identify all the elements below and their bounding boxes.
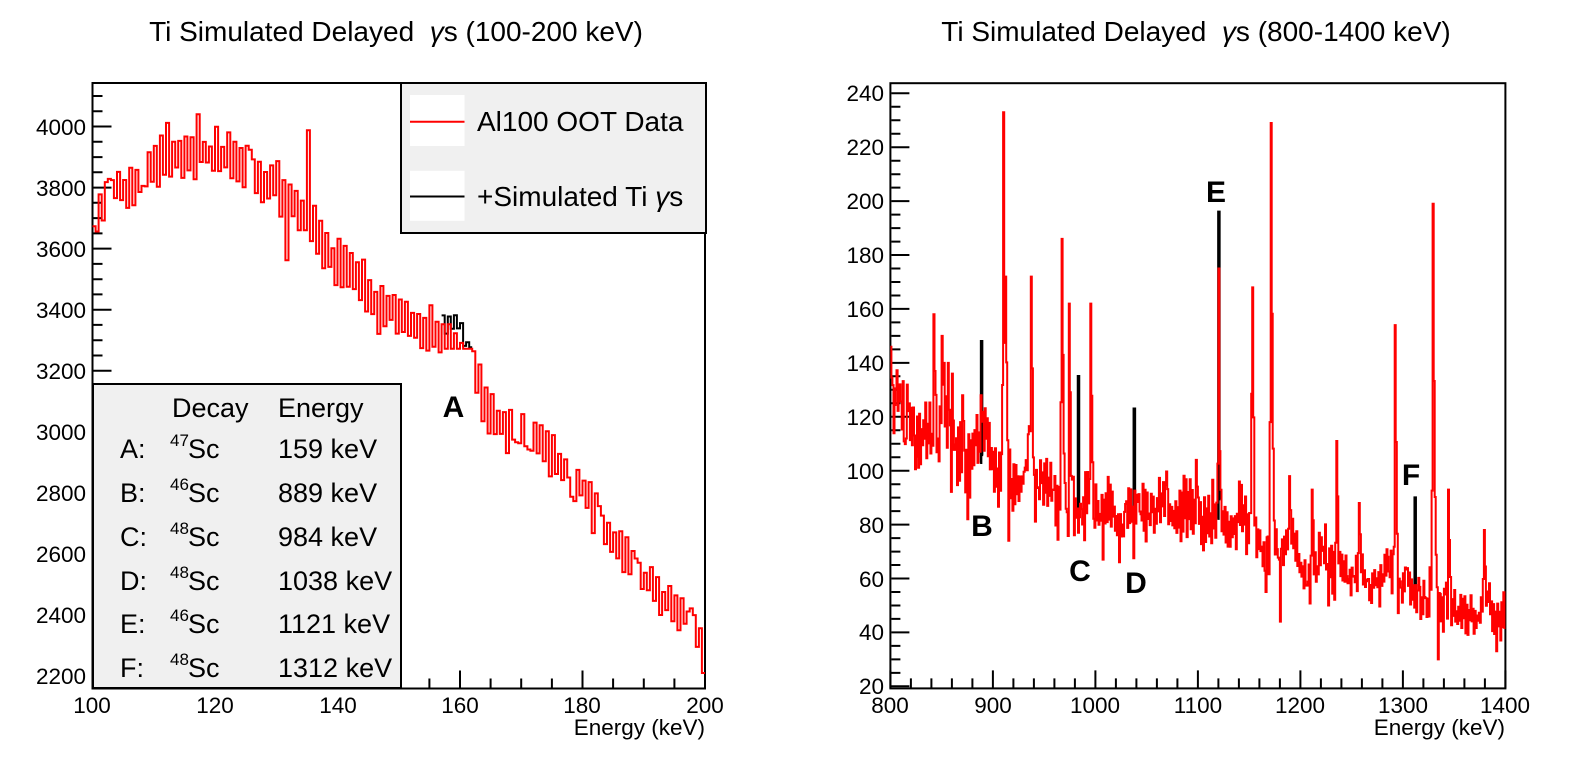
svg-text:A:: A: bbox=[120, 434, 146, 464]
svg-text:E: E bbox=[1206, 176, 1226, 209]
svg-text:160: 160 bbox=[441, 693, 479, 718]
svg-text:48: 48 bbox=[170, 650, 189, 669]
svg-text:Energy (keV): Energy (keV) bbox=[1374, 715, 1505, 740]
svg-text:100: 100 bbox=[73, 693, 111, 718]
svg-text:Al100 OOT Data: Al100 OOT Data bbox=[477, 106, 684, 137]
svg-text:F:: F: bbox=[120, 653, 144, 683]
svg-text:2400: 2400 bbox=[36, 603, 86, 628]
svg-text:200: 200 bbox=[846, 189, 884, 214]
svg-text:1100: 1100 bbox=[1174, 693, 1222, 718]
svg-text:200: 200 bbox=[686, 693, 724, 718]
svg-text:1312 keV: 1312 keV bbox=[278, 653, 392, 683]
svg-text:48: 48 bbox=[170, 563, 189, 582]
svg-text:120: 120 bbox=[846, 405, 884, 430]
svg-text:180: 180 bbox=[563, 693, 601, 718]
svg-text:1121 keV: 1121 keV bbox=[278, 609, 390, 639]
svg-text:140: 140 bbox=[846, 351, 884, 376]
svg-text:40: 40 bbox=[859, 620, 884, 645]
svg-text:+Simulated Ti γs: +Simulated Ti γs bbox=[477, 181, 683, 212]
svg-text:Sc: Sc bbox=[188, 653, 220, 683]
svg-text:984 keV: 984 keV bbox=[278, 522, 377, 552]
svg-text:D: D bbox=[1125, 567, 1147, 600]
svg-text:120: 120 bbox=[196, 693, 234, 718]
svg-text:Energy (keV): Energy (keV) bbox=[574, 715, 705, 740]
svg-text:C:: C: bbox=[120, 522, 147, 552]
svg-text:240: 240 bbox=[846, 81, 884, 106]
svg-text:Decay: Decay bbox=[172, 393, 249, 423]
svg-text:1200: 1200 bbox=[1275, 693, 1325, 718]
svg-text:48: 48 bbox=[170, 519, 189, 538]
svg-text:A: A bbox=[443, 391, 465, 424]
svg-text:160: 160 bbox=[846, 297, 884, 322]
svg-text:3600: 3600 bbox=[36, 237, 86, 262]
svg-text:Ti Simulated Delayed γs (100-: Ti Simulated Delayed γs (100-200 keV) bbox=[149, 16, 643, 47]
svg-text:889 keV: 889 keV bbox=[278, 478, 377, 508]
svg-text:220: 220 bbox=[846, 135, 884, 160]
svg-text:60: 60 bbox=[859, 567, 884, 592]
svg-text:159 keV: 159 keV bbox=[278, 434, 377, 464]
svg-text:F: F bbox=[1402, 459, 1420, 492]
svg-text:C: C bbox=[1069, 555, 1091, 588]
svg-text:1000: 1000 bbox=[1070, 693, 1120, 718]
svg-text:3400: 3400 bbox=[36, 298, 86, 323]
svg-text:Sc: Sc bbox=[188, 609, 220, 639]
svg-text:1300: 1300 bbox=[1378, 693, 1428, 718]
svg-text:Sc: Sc bbox=[188, 434, 220, 464]
svg-text:B:: B: bbox=[120, 478, 146, 508]
svg-text:B: B bbox=[971, 510, 993, 543]
svg-text:20: 20 bbox=[859, 674, 884, 699]
svg-text:4000: 4000 bbox=[36, 115, 86, 140]
svg-text:D:: D: bbox=[120, 566, 147, 596]
svg-text:140: 140 bbox=[319, 693, 357, 718]
svg-text:Ti Simulated Delayed γs (800-: Ti Simulated Delayed γs (800-1400 keV) bbox=[941, 16, 1450, 47]
svg-text:100: 100 bbox=[846, 459, 884, 484]
svg-text:2800: 2800 bbox=[36, 481, 86, 506]
svg-text:Sc: Sc bbox=[188, 522, 220, 552]
svg-text:800: 800 bbox=[871, 693, 909, 718]
svg-text:2600: 2600 bbox=[36, 542, 86, 567]
svg-text:80: 80 bbox=[859, 513, 884, 538]
svg-text:1038 keV: 1038 keV bbox=[278, 566, 392, 596]
svg-text:2200: 2200 bbox=[36, 664, 86, 689]
svg-text:3800: 3800 bbox=[36, 176, 86, 201]
svg-text:46: 46 bbox=[170, 475, 189, 494]
svg-text:180: 180 bbox=[846, 243, 884, 268]
svg-text:46: 46 bbox=[170, 606, 189, 625]
svg-text:3000: 3000 bbox=[36, 420, 86, 445]
svg-text:900: 900 bbox=[974, 693, 1012, 718]
svg-text:Sc: Sc bbox=[188, 566, 220, 596]
svg-text:47: 47 bbox=[170, 431, 189, 450]
svg-text:Sc: Sc bbox=[188, 478, 220, 508]
svg-text:3200: 3200 bbox=[36, 359, 86, 384]
svg-text:1400: 1400 bbox=[1480, 693, 1530, 718]
svg-text:Energy: Energy bbox=[278, 393, 364, 423]
svg-text:E:: E: bbox=[120, 609, 146, 639]
